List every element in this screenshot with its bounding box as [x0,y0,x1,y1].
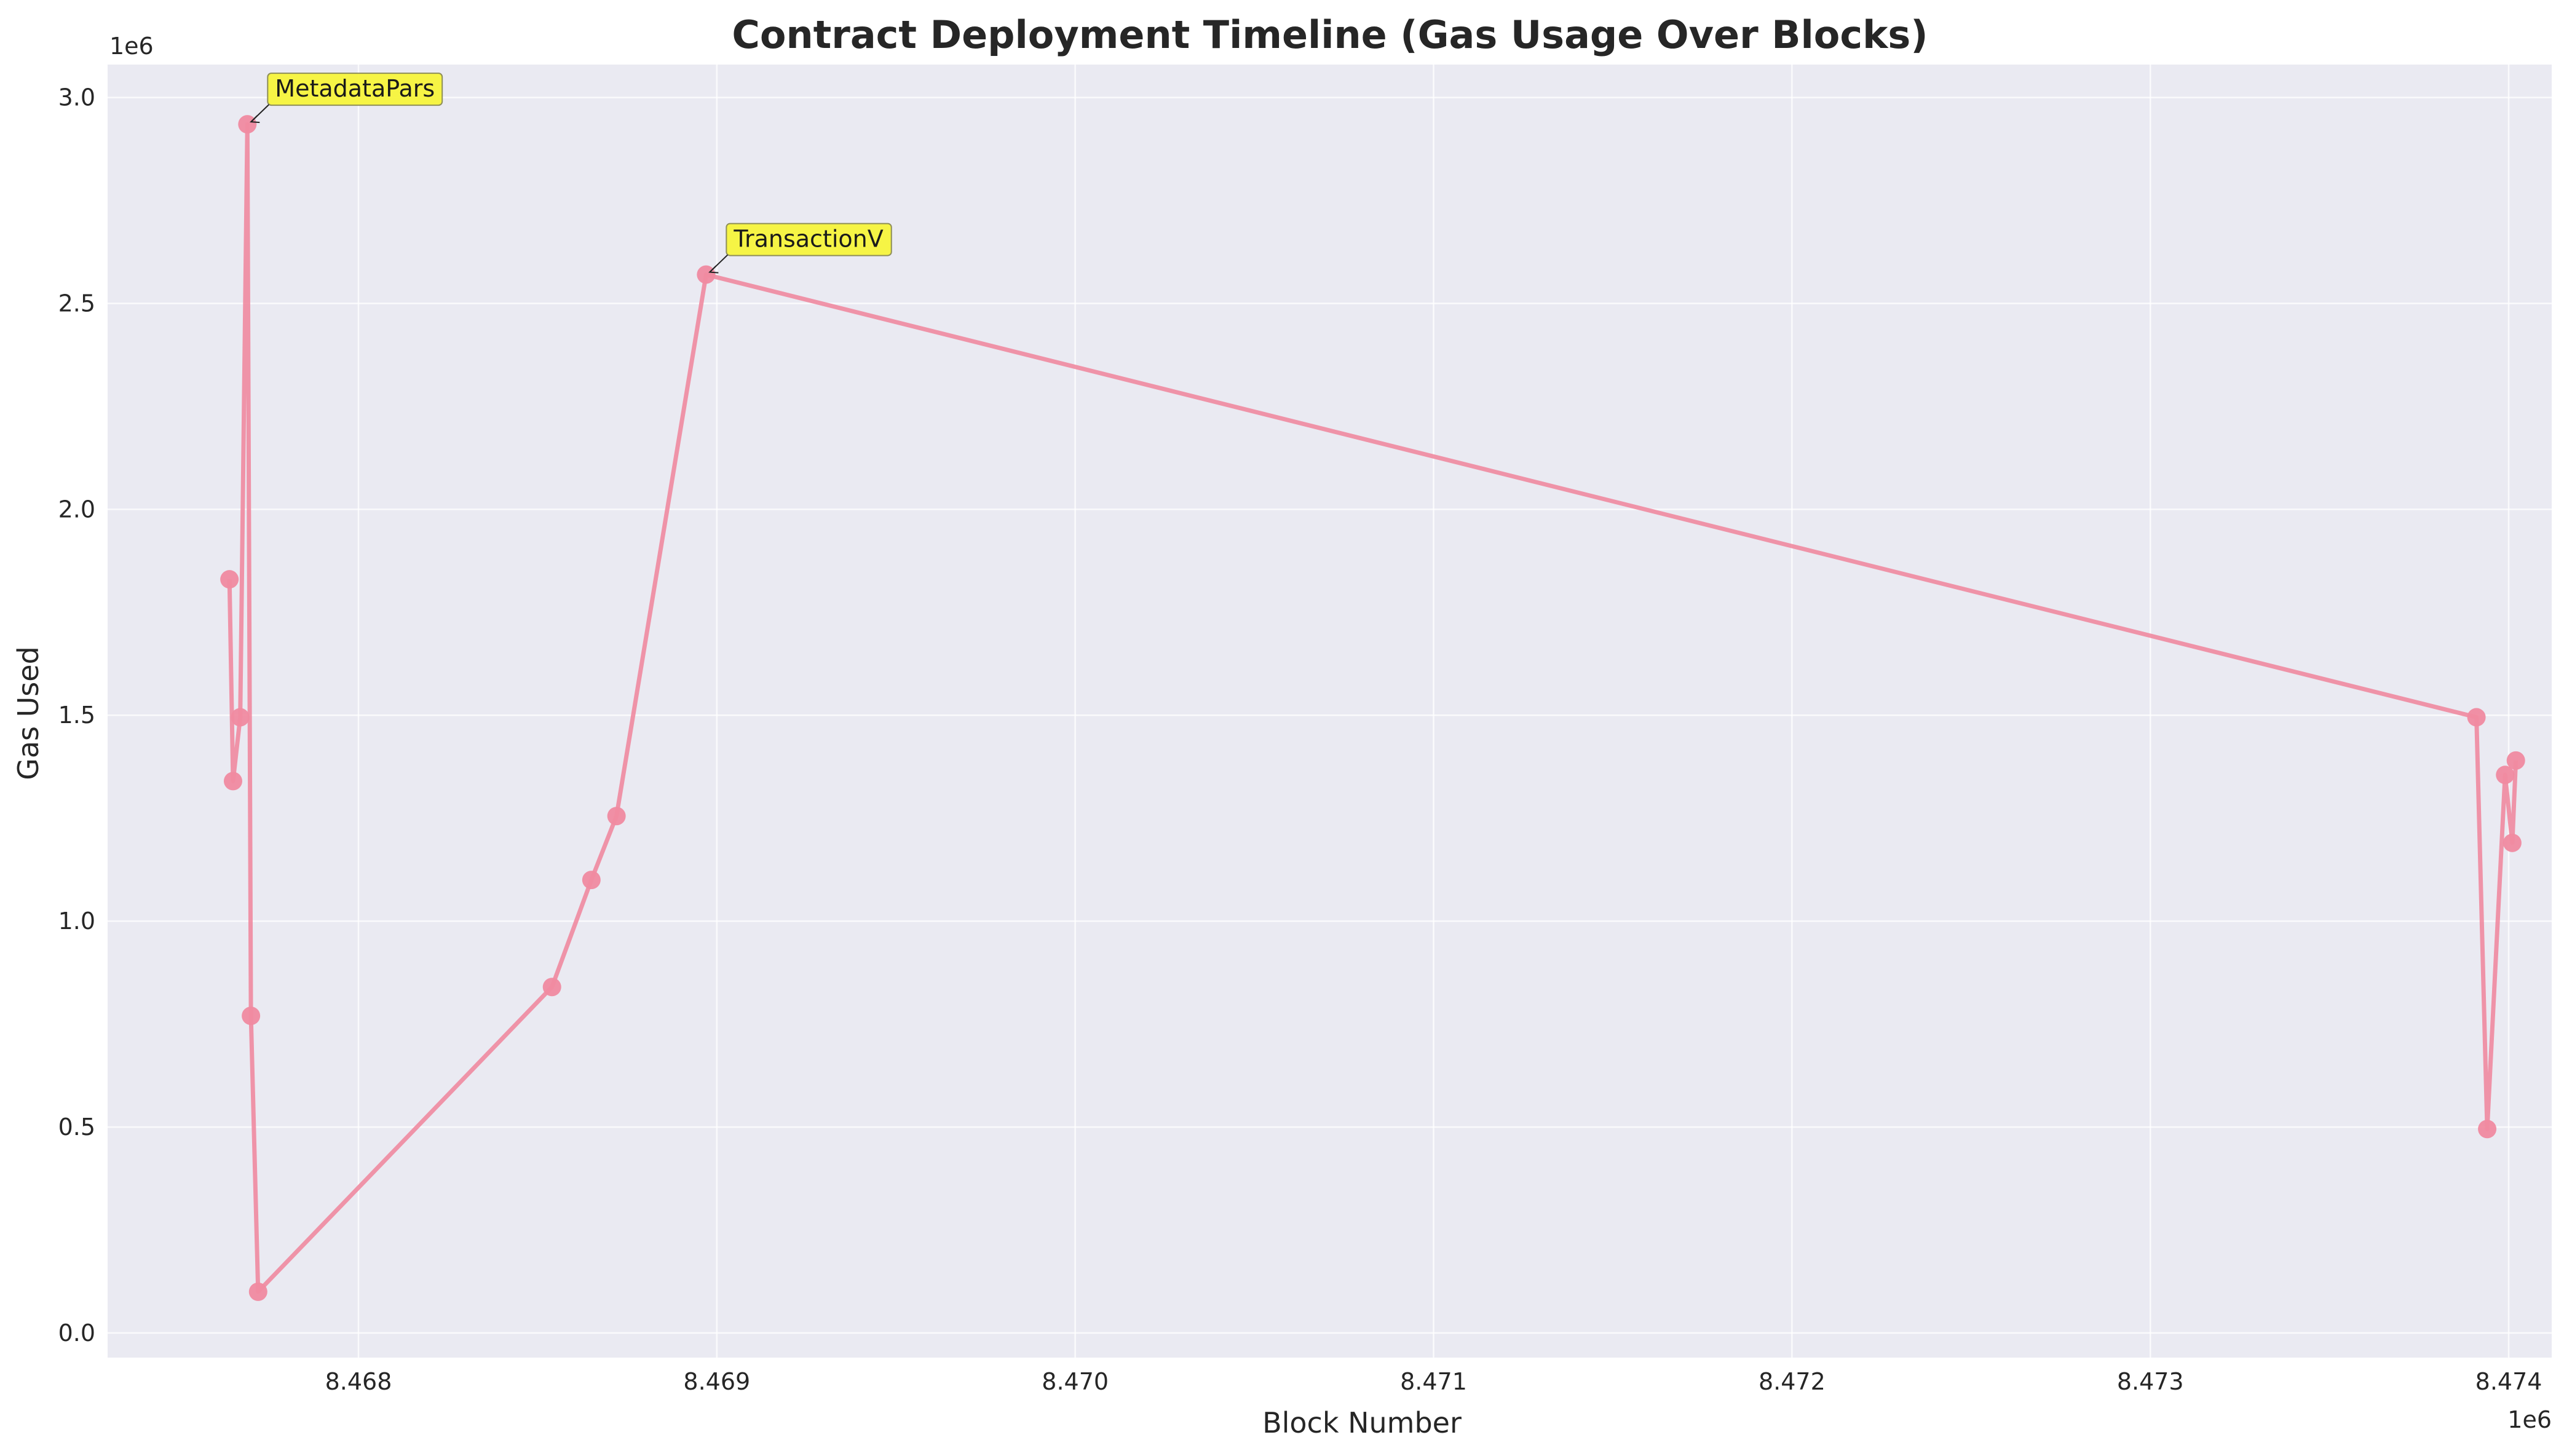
data-point [2506,751,2525,770]
x-tick-label: 8.473 [2117,1368,2184,1395]
grid [108,65,2552,1358]
x-axis-offset-label: 1e6 [2507,1406,2552,1433]
x-tick-label: 8.472 [1759,1368,1826,1395]
y-tick-label: 0.5 [58,1114,95,1141]
data-point [238,115,257,134]
chart-title: Contract Deployment Timeline (Gas Usage … [732,12,1928,57]
x-tick-label: 8.468 [325,1368,392,1395]
x-tick-label: 8.470 [1042,1368,1109,1395]
data-point [582,871,601,890]
y-tick-label: 1.0 [58,908,95,935]
data-point [242,1007,261,1026]
data-point [248,1282,267,1301]
y-axis-offset-label: 1e6 [109,33,154,60]
y-tick-label: 3.0 [58,84,95,111]
x-axis-label: Block Number [1262,1406,1462,1439]
y-tick-label: 2.0 [58,496,95,523]
data-point [607,807,626,826]
annotation-arrowhead [708,265,719,274]
y-tick-label: 2.5 [58,290,95,317]
annotation-label: MetadataPars [275,75,435,102]
data-point [231,708,250,727]
x-tick-label: 8.469 [683,1368,750,1395]
data-point [2503,833,2522,852]
data-point [542,978,561,997]
series-layer [220,115,2525,1301]
plot-area [108,65,2552,1358]
annotation-arrowhead [250,115,260,124]
data-point [697,265,716,284]
annotation-label: TransactionV [733,226,883,253]
y-tick-label: 0.0 [58,1320,95,1347]
annotations: MetadataPars TransactionV [250,73,892,274]
annotation-box [267,73,443,106]
data-point [223,772,242,791]
data-point [2496,766,2515,785]
data-point [2467,708,2486,727]
tick-labels: 8.468 8.469 8.470 8.471 8.472 8.473 8.474 0.0 0.… [58,84,2542,1395]
annotation-box [726,223,892,256]
y-tick-label: 1.5 [58,702,95,729]
x-tick-label: 8.474 [2475,1368,2542,1395]
x-tick-label: 8.471 [1400,1368,1467,1395]
y-axis-label: Gas Used [12,646,45,780]
data-point [220,570,239,589]
data-point [2478,1120,2497,1139]
